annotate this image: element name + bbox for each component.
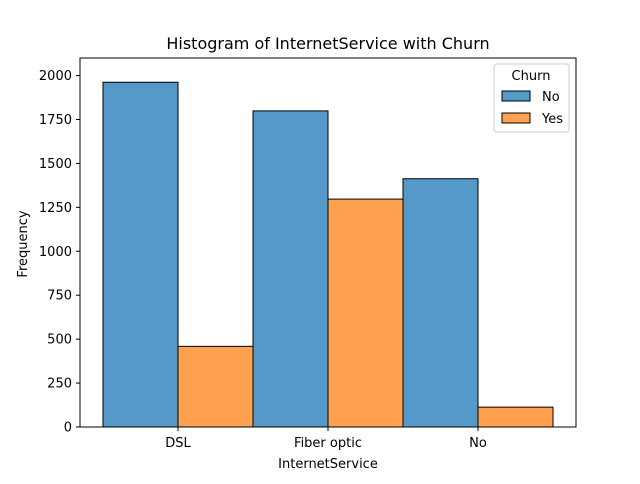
legend-label-yes: Yes — [541, 112, 563, 127]
y-tick-label-500: 500 — [47, 333, 72, 348]
x-axis-label: InternetService — [278, 457, 378, 472]
bar-no-no — [402, 178, 479, 428]
y-tick-label-0: 0 — [64, 421, 72, 436]
y-tick-label-1750: 1750 — [39, 113, 72, 128]
x-tick-label-dsl: DSL — [165, 436, 191, 451]
bar-dsl-no — [102, 81, 179, 428]
legend-title: Churn — [512, 69, 551, 84]
axes-layer: 0 250 500 750 1000 1250 1500 1750 2000 DSL Fiber o… — [39, 57, 577, 451]
chart-title: Histogram of InternetService with Churn — [166, 34, 489, 53]
y-tick-label-250: 250 — [47, 377, 72, 392]
legend: Churn No Yes — [493, 63, 570, 133]
legend-swatch-no — [501, 90, 531, 102]
bar-fiber-optic-no — [252, 110, 329, 428]
y-tick-label-2000: 2000 — [39, 69, 72, 84]
x-tick-label-fiber-optic: Fiber optic — [294, 436, 362, 451]
y-axis-label: Frequency — [16, 210, 31, 277]
y-tick-label-1250: 1250 — [39, 201, 72, 216]
legend-swatch-yes — [501, 112, 531, 124]
bar-dsl-yes — [177, 345, 254, 428]
legend-label-no: No — [542, 90, 560, 105]
x-tick-label-no: No — [469, 436, 487, 451]
bars-layer — [102, 81, 554, 428]
y-tick-label-1000: 1000 — [39, 245, 72, 260]
bar-fiber-optic-yes — [327, 198, 404, 428]
y-tick-label-750: 750 — [47, 289, 72, 304]
y-tick-label-1500: 1500 — [39, 157, 72, 172]
bar-no-yes — [477, 406, 554, 428]
